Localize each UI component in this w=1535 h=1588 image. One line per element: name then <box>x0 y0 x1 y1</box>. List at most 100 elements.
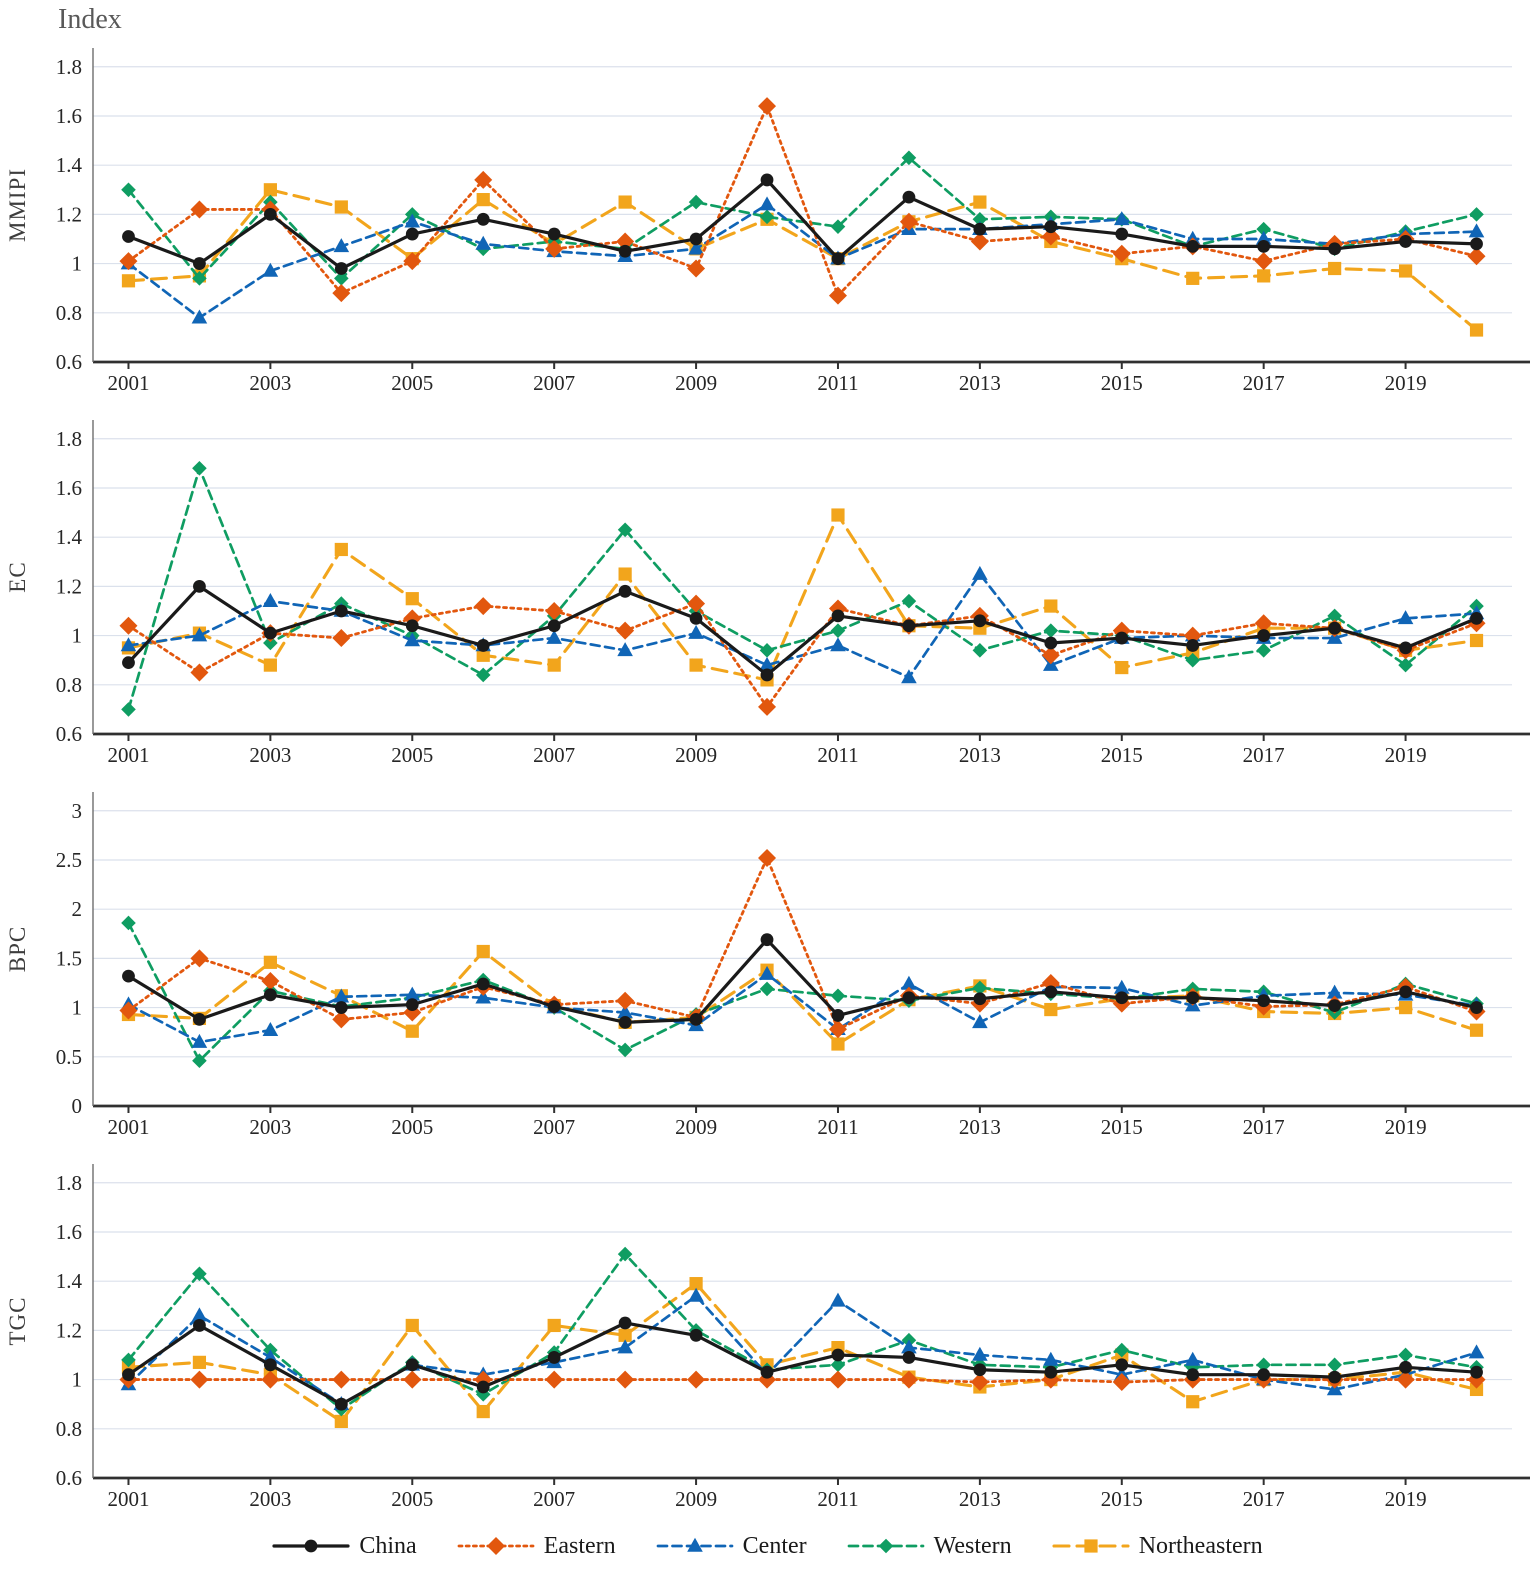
marker-northeastern <box>476 1404 490 1419</box>
marker-northeastern <box>334 1414 348 1429</box>
marker-center <box>901 669 917 684</box>
x-tick-label: 2007 <box>533 743 575 767</box>
marker-eastern <box>899 1370 918 1389</box>
x-tick-label: 2003 <box>249 371 291 395</box>
x-tick-label: 2019 <box>1385 1487 1427 1511</box>
marker-western <box>334 271 349 286</box>
x-tick-label: 2005 <box>391 743 433 767</box>
marker-china <box>1044 220 1058 234</box>
legend-swatch-china <box>272 1539 350 1553</box>
series-line-eastern <box>127 602 1478 709</box>
marker-eastern <box>828 286 847 305</box>
marker-china <box>1470 611 1483 625</box>
legend-label-center: Center <box>742 1532 807 1559</box>
marker-center <box>830 637 846 652</box>
marker-center <box>262 262 279 277</box>
marker-northeastern <box>334 200 348 214</box>
marker-center <box>120 637 137 652</box>
marker-northeastern <box>618 1328 632 1342</box>
marker-china <box>618 244 632 258</box>
marker-china <box>1470 1001 1483 1014</box>
legend-swatch-western <box>847 1538 924 1554</box>
marker-eastern <box>758 97 777 116</box>
x-tick-label: 2013 <box>959 371 1001 395</box>
x-tick-label: 2015 <box>1101 371 1143 395</box>
marker-center <box>262 1022 279 1037</box>
series-line-northeastern <box>126 188 1479 332</box>
y-tick-label: 3 <box>72 799 83 823</box>
marker-center <box>901 1339 917 1354</box>
marker-china <box>1470 1365 1483 1379</box>
marker-western <box>1327 1357 1342 1373</box>
x-tick-label: 2003 <box>249 1115 291 1139</box>
x-tick-label: 2011 <box>817 1115 858 1139</box>
marker-eastern <box>261 1370 280 1389</box>
marker-china <box>122 1368 135 1382</box>
marker-western <box>830 219 846 234</box>
marker-western <box>192 460 207 476</box>
marker-eastern <box>190 949 209 968</box>
series-line-china <box>126 938 1479 1024</box>
y-tick-label: 1.5 <box>56 946 82 970</box>
marker-center <box>1184 1351 1201 1366</box>
series-line-eastern <box>127 104 1478 297</box>
marker-china <box>689 232 703 246</box>
y-tick-label: 2.5 <box>56 848 82 872</box>
series-line-center <box>127 572 1478 679</box>
marker-china <box>902 991 916 1005</box>
panel-tgc: TGC 1.8 1.6 1.4 1.2 1 0.8 0.6 2001 2003 2005 2007 2… <box>0 1150 1535 1522</box>
legend-item-china: China <box>272 1533 417 1560</box>
marker-china <box>122 969 135 983</box>
x-tick-label: 2019 <box>1385 371 1427 395</box>
series-western <box>121 915 1484 1069</box>
marker-china <box>547 619 561 633</box>
marker-western <box>688 194 704 210</box>
marker-center <box>404 986 421 1001</box>
marker-western <box>121 702 136 717</box>
marker-center <box>191 309 208 324</box>
marker-china <box>334 1397 348 1411</box>
marker-china <box>1257 239 1271 253</box>
marker-western <box>1327 608 1342 624</box>
marker-center <box>404 632 421 647</box>
marker-eastern <box>899 212 918 231</box>
y-tick-label: 1.4 <box>56 1269 83 1293</box>
marker-northeastern <box>618 195 632 209</box>
marker-center <box>617 642 633 657</box>
marker-northeastern <box>689 658 703 672</box>
series-line-center <box>127 203 1478 320</box>
series-line-western <box>127 1252 1478 1411</box>
marker-china <box>902 190 916 204</box>
y-tick-label: 1.8 <box>56 55 82 79</box>
series-line-northeastern <box>126 1282 1479 1423</box>
series-china <box>122 1316 1483 1411</box>
marker-northeastern <box>263 183 277 197</box>
marker-western <box>901 150 917 166</box>
marker-center <box>688 1287 704 1302</box>
marker-western <box>972 643 988 658</box>
marker-china <box>405 998 419 1012</box>
series-line-center <box>127 972 1478 1044</box>
marker-western <box>1398 657 1413 673</box>
y-tick-label: 1.2 <box>56 574 82 598</box>
marker-northeastern <box>618 567 632 581</box>
marker-northeastern <box>476 944 490 959</box>
marker-eastern <box>332 284 351 303</box>
x-tick-label: 2003 <box>249 743 291 767</box>
marker-china <box>476 977 490 991</box>
y-tick-label: 0.6 <box>56 350 82 374</box>
marker-eastern <box>828 1020 847 1039</box>
marker-northeastern <box>1398 264 1413 278</box>
y-tick-label: 0.8 <box>56 301 82 325</box>
legend-swatch-center <box>656 1537 734 1552</box>
x-tick-label: 2011 <box>817 1487 858 1511</box>
series-western <box>121 460 1484 717</box>
marker-china <box>122 230 135 243</box>
y-tick-label: 0.8 <box>56 673 82 697</box>
x-tick-label: 2017 <box>1243 371 1285 395</box>
marker-center <box>1326 984 1343 999</box>
marker-center <box>759 965 775 980</box>
series-line-northeastern <box>126 949 1479 1046</box>
marker-center <box>475 989 492 1004</box>
legend-marker-northeastern <box>1084 1539 1098 1553</box>
